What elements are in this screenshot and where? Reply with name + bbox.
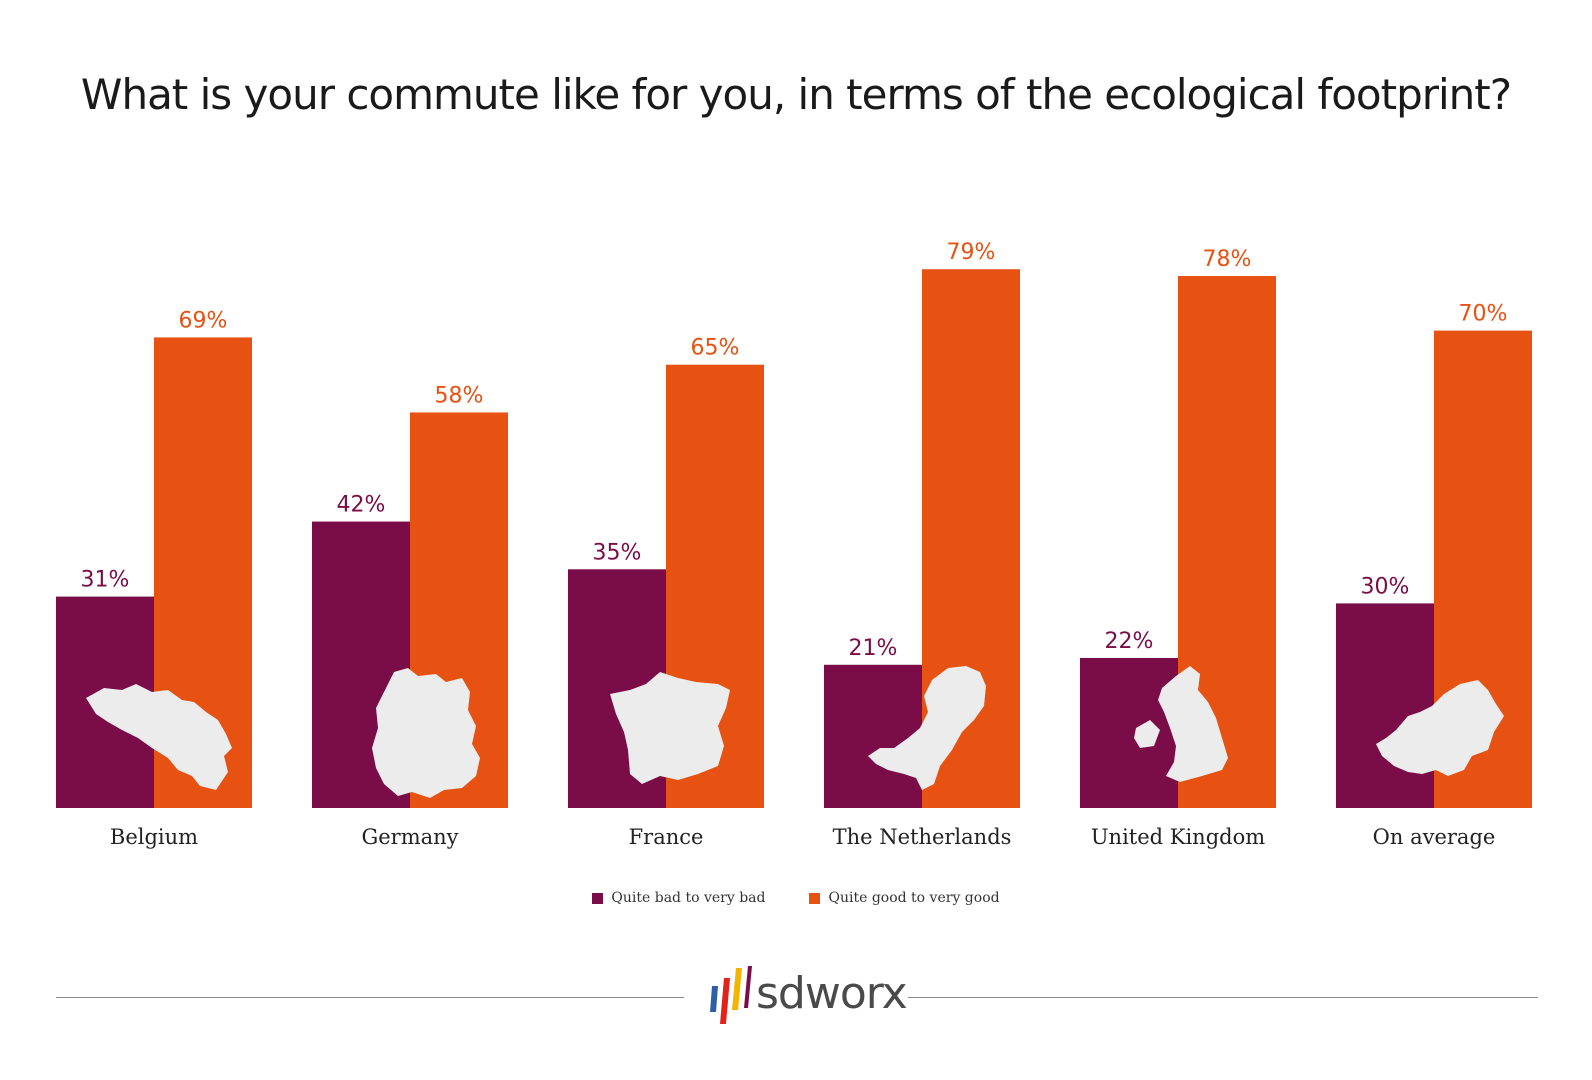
data-label-bad-0: 31% xyxy=(81,568,130,593)
data-label-good-5: 70% xyxy=(1459,302,1508,327)
data-label-good-0: 69% xyxy=(179,308,228,333)
legend-swatch-good xyxy=(809,892,821,904)
category-label-2: France xyxy=(629,825,704,849)
bar-bad-3 xyxy=(824,664,922,808)
map-silhouette-1 xyxy=(372,668,480,798)
map-silhouette-4 xyxy=(1134,666,1228,782)
bar-chart: 31% 69% Belgium 42% 58% Germany 35% 65% France 21… xyxy=(56,240,1532,849)
legend-swatch-bad xyxy=(592,892,604,904)
map-silhouette-5 xyxy=(1376,680,1504,776)
map-silhouette-3 xyxy=(868,666,986,790)
data-label-bad-3: 21% xyxy=(849,636,898,661)
data-label-good-4: 78% xyxy=(1203,247,1252,272)
bar-bad-5 xyxy=(1336,603,1434,808)
data-label-bad-5: 30% xyxy=(1361,574,1410,599)
category-label-0: Belgium xyxy=(110,825,198,849)
data-label-good-2: 65% xyxy=(691,336,740,361)
map-silhouette-0 xyxy=(86,684,232,790)
legend-item-good: Quite good to very good xyxy=(809,890,1000,906)
legend-item-bad: Quite bad to very bad xyxy=(592,890,765,906)
map-silhouette-2 xyxy=(610,672,730,784)
logo-text: sdworx xyxy=(756,967,908,1019)
footer-divider-right xyxy=(908,997,1538,998)
chart-title: What is your commute like for you, in te… xyxy=(80,70,1512,119)
legend-label-good: Quite good to very good xyxy=(828,890,1000,906)
category-label-3: The Netherlands xyxy=(833,825,1012,849)
legend: Quite bad to very bad Quite good to very… xyxy=(0,890,1592,906)
data-label-good-1: 58% xyxy=(435,383,484,408)
legend-label-bad: Quite bad to very bad xyxy=(611,890,766,906)
sdworx-logo: sdworx xyxy=(706,958,908,1028)
data-label-good-3: 79% xyxy=(947,240,996,265)
logo-stripes-icon xyxy=(710,966,752,1024)
category-label-1: Germany xyxy=(361,825,458,849)
data-label-bad-2: 35% xyxy=(593,540,642,565)
footer-divider-left xyxy=(56,997,684,998)
data-label-bad-1: 42% xyxy=(337,493,386,518)
category-label-4: United Kingdom xyxy=(1091,825,1265,849)
category-label-5: On average xyxy=(1373,825,1496,849)
bar-bad-4 xyxy=(1080,657,1178,808)
data-label-bad-4: 22% xyxy=(1105,629,1154,654)
